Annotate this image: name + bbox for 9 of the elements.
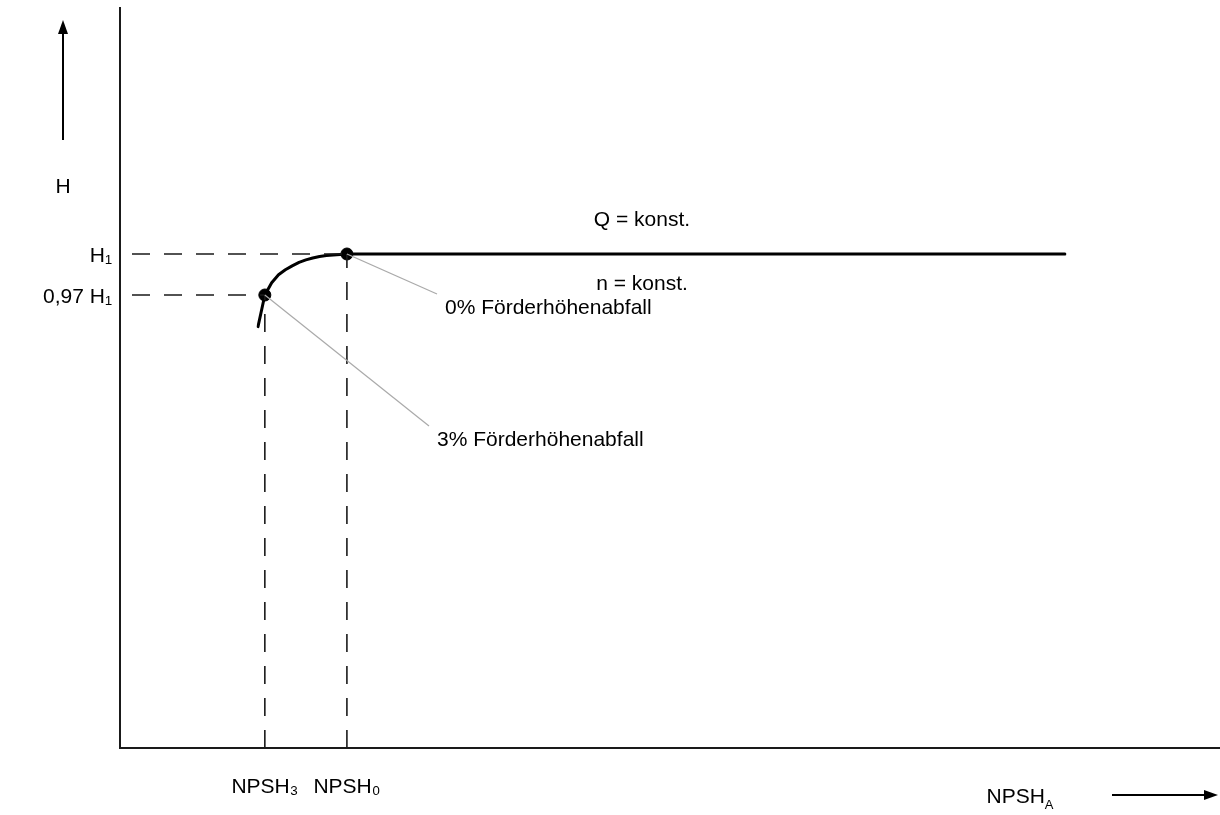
text: H	[55, 174, 71, 197]
ref-line-label: 0,97 H₁	[43, 284, 113, 307]
x-tick-label: NPSH₀	[313, 774, 381, 797]
ref-line-label: H₁	[89, 243, 113, 266]
annotation: n = konst.	[596, 271, 688, 294]
annotation: 3% Förderhöhenabfall	[437, 427, 644, 450]
annotation: 0% Förderhöhenabfall	[445, 295, 652, 318]
x-tick-label: NPSH₃	[231, 774, 299, 797]
text: Q = konst.	[593, 207, 691, 230]
